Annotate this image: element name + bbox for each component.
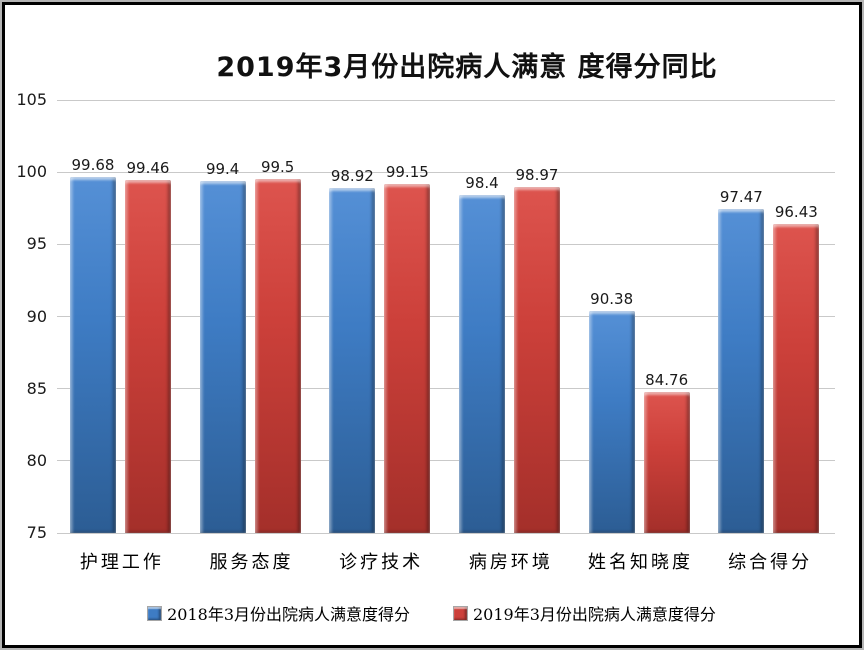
bar-value-label: 99.4 <box>205 159 240 178</box>
y-tick-label: 75 <box>26 523 47 542</box>
bar-value-label: 99.5 <box>260 158 295 177</box>
legend-label-2018: 2018年3月份出院病人满意度得分 <box>167 605 410 624</box>
bar-value-label: 98.92 <box>330 166 374 185</box>
bar-value-label: 99.15 <box>385 163 429 182</box>
bar-value-label: 99.46 <box>126 158 170 177</box>
category-label: 诊疗技术 <box>339 552 424 573</box>
chart-title: 2019年3月份出院病人满意 度得分同比 <box>216 52 718 83</box>
bar-s0-c1 <box>199 180 246 533</box>
bar-s1-c3 <box>514 187 560 533</box>
bar-s1-c1 <box>254 179 301 533</box>
y-tick-label: 105 <box>16 90 47 109</box>
legend-marker-2018-icon <box>147 605 163 621</box>
y-tick-label: 95 <box>26 234 47 254</box>
plot-area: 99.68 99.46 99.4 99.5 98.92 99.15 98.4 98.97 90.… <box>57 99 835 534</box>
bar-s1-c4 <box>643 392 690 533</box>
y-tick-label: 85 <box>26 378 47 398</box>
bar-value-label: 98.97 <box>515 166 559 185</box>
bar-s0-c5 <box>718 208 765 533</box>
bar-s1-c5 <box>773 223 820 533</box>
gridline <box>57 388 835 390</box>
legend: 2018年3月份出院病人满意度得分 2019年3月份出院病人满意度得分 <box>5 601 859 625</box>
bar-value-label: 90.38 <box>590 290 634 308</box>
category-label: 护理工作 <box>79 552 164 573</box>
legend-label-2019: 2019年3月份出院病人满意度得分 <box>473 605 716 624</box>
legend-marker-2019-icon <box>453 605 468 621</box>
bar-s0-c2 <box>329 187 376 533</box>
bar-s0-c4 <box>588 311 635 533</box>
bar-s1-c0 <box>125 179 171 533</box>
gridline <box>57 171 835 173</box>
y-tick-label: 90 <box>26 306 47 326</box>
category-label: 服务态度 <box>209 552 294 573</box>
gridline <box>57 460 835 462</box>
gridline <box>57 532 835 534</box>
bar-value-label: 98.4 <box>465 174 499 193</box>
gridline <box>57 243 835 245</box>
legend-item-2018: 2018年3月份出院病人满意度得分 <box>147 601 410 625</box>
legend-item-2019: 2019年3月份出院病人满意度得分 <box>453 601 716 625</box>
bar-s0-c3 <box>459 195 505 533</box>
bar-value-label: 96.43 <box>774 202 818 221</box>
bar-s1-c2 <box>384 184 431 533</box>
y-tick-label: 100 <box>16 162 47 182</box>
category-label: 姓名知晓度 <box>588 552 693 573</box>
bar-value-label: 84.76 <box>645 371 689 390</box>
category-label: 综合得分 <box>728 552 813 573</box>
gridline <box>57 99 835 101</box>
bar-value-label: 97.47 <box>719 187 763 206</box>
bar-value-label: 99.68 <box>71 155 115 174</box>
bar-s0-c0 <box>70 176 116 533</box>
gridline <box>57 316 835 317</box>
x-axis-labels: 护理工作 服务态度 诊疗技术 病房环境 姓名知晓度 综合得分 <box>57 548 835 576</box>
y-tick-label: 80 <box>26 450 47 470</box>
category-label: 病房环境 <box>468 552 553 573</box>
y-axis-labels: 75 80 85 90 95 100 105 <box>5 90 47 542</box>
